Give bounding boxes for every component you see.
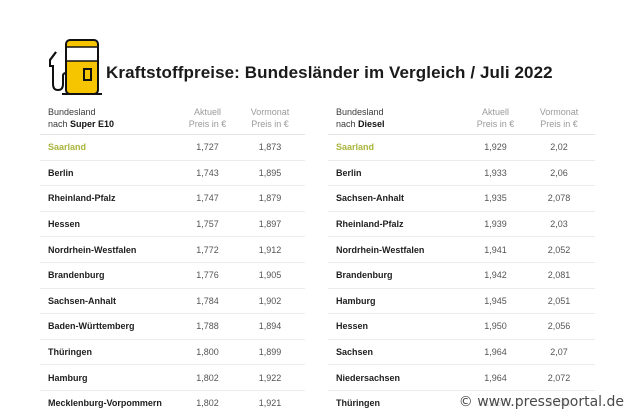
header-state: Bundesland nach Diesel — [336, 107, 385, 129]
table-row: Brandenburg 1,942 2,081 — [328, 263, 595, 289]
table-row: Sachsen-Anhalt 1,935 2,078 — [328, 186, 595, 212]
table-row: Baden-Württemberg 1,788 1,894 — [40, 314, 305, 340]
table-super-e10: Bundesland nach Super E10 Aktuell Preis … — [40, 106, 305, 412]
table-row: Rheinland-Pfalz 1,747 1,879 — [40, 186, 305, 212]
table-row: Berlin 1,933 2,06 — [328, 161, 595, 187]
table-row: Sachsen-Anhalt 1,784 1,902 — [40, 289, 305, 315]
table-row: Saarland 1,929 2,02 — [328, 135, 595, 161]
table-row: Hessen 1,757 1,897 — [40, 212, 305, 238]
table-row: Rheinland-Pfalz 1,939 2,03 — [328, 212, 595, 238]
table-diesel: Bundesland nach Diesel Aktuell Preis in … — [328, 106, 595, 412]
table-row: Berlin 1,743 1,895 — [40, 161, 305, 187]
fuel-pump-icon — [49, 39, 102, 95]
header-current-price: Aktuell Preis in € — [188, 107, 227, 129]
watermark: © www.presseportal.de — [456, 394, 626, 410]
table-row: Nordrhein-Westfalen 1,941 2,052 — [328, 237, 595, 263]
table-header: Bundesland nach Diesel Aktuell Preis in … — [328, 106, 595, 135]
table-row: Thüringen 1,800 1,899 — [40, 340, 305, 366]
table-header: Bundesland nach Super E10 Aktuell Preis … — [40, 106, 305, 135]
table-row: Brandenburg 1,776 1,905 — [40, 263, 305, 289]
table-row: Hamburg 1,802 1,922 — [40, 365, 305, 391]
header-state: Bundesland nach Super E10 — [48, 107, 115, 129]
table-row: Niedersachsen 1,964 2,072 — [328, 365, 595, 391]
table-row: Mecklenburg-Vorpommern 1,802 1,921 — [40, 391, 305, 412]
header-previous-month-price: Vormonat Preis in € — [539, 107, 579, 129]
table-row: Hamburg 1,945 2,051 — [328, 289, 595, 315]
table-row: Nordrhein-Westfalen 1,772 1,912 — [40, 237, 305, 263]
table-row: Saarland 1,727 1,873 — [40, 135, 305, 161]
header-current-price: Aktuell Preis in € — [476, 107, 515, 129]
header-previous-month-price: Vormonat Preis in € — [250, 107, 290, 129]
table-row: Sachsen 1,964 2,07 — [328, 340, 595, 366]
table-row: Hessen 1,950 2,056 — [328, 314, 595, 340]
page-title: Kraftstoffpreise: Bundesländer im Vergle… — [106, 63, 553, 82]
